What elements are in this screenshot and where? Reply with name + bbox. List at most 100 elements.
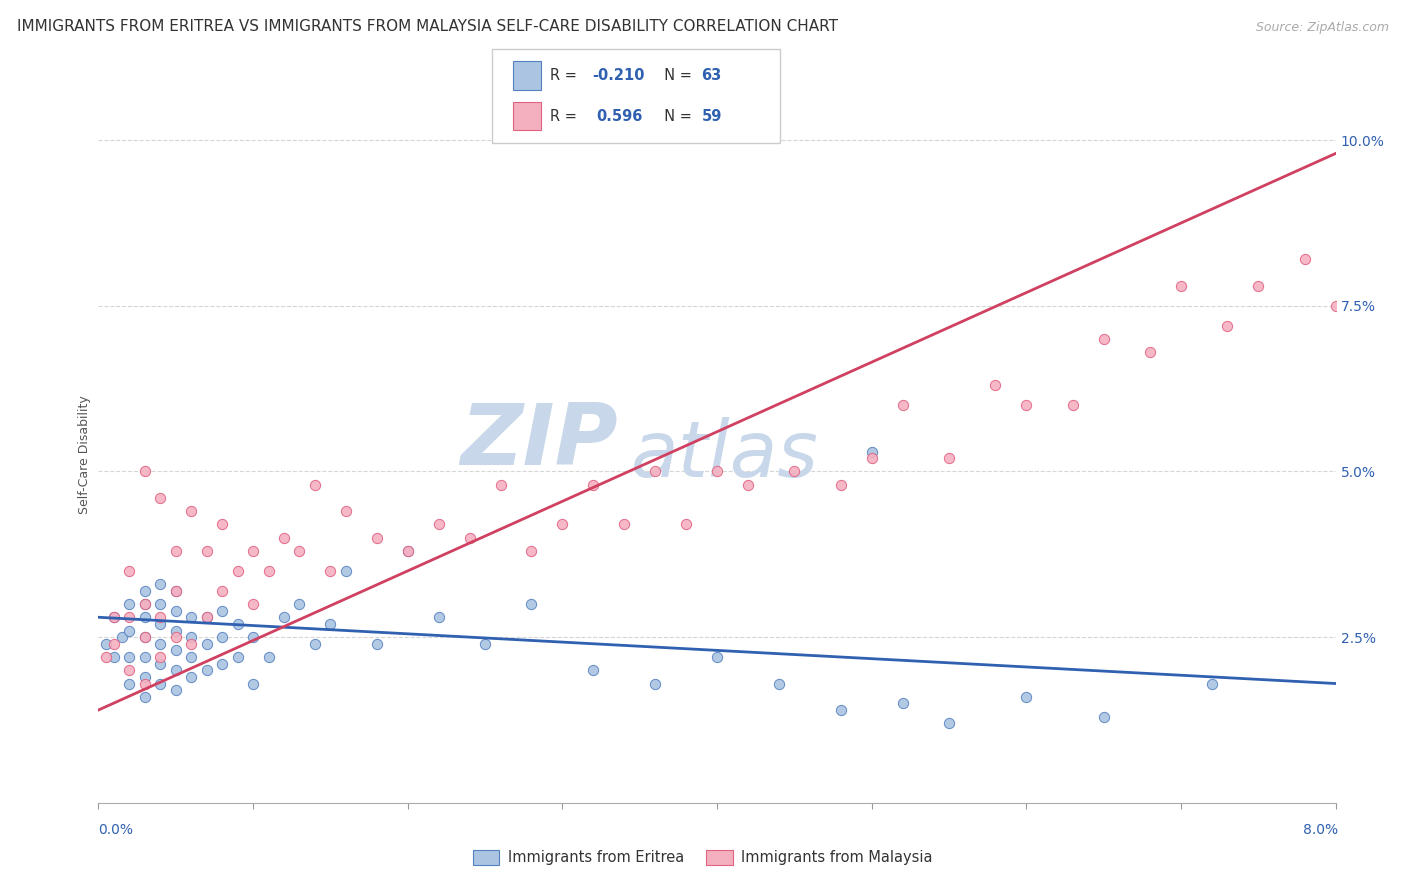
Point: [195, 544, 218, 558]
Point: [675, 517, 697, 532]
Point: [134, 630, 156, 644]
Point: [149, 650, 172, 665]
Point: [211, 517, 233, 532]
Point: [1247, 279, 1270, 293]
Point: [180, 610, 202, 624]
Point: [706, 465, 728, 479]
Point: [96, 637, 118, 651]
Point: [118, 610, 141, 624]
Point: [165, 604, 187, 618]
Point: [180, 670, 202, 684]
Point: [226, 564, 249, 578]
Text: 0.0%: 0.0%: [98, 823, 134, 837]
Point: [180, 650, 202, 665]
Point: [118, 676, 141, 690]
Point: [118, 663, 141, 677]
Point: [149, 637, 172, 651]
Point: [984, 378, 1007, 392]
Point: [103, 610, 125, 624]
Text: -0.210: -0.210: [592, 68, 644, 83]
Point: [520, 597, 543, 611]
Point: [149, 491, 172, 505]
Point: [304, 637, 326, 651]
Point: [1015, 398, 1038, 412]
Point: [242, 597, 264, 611]
Point: [211, 630, 233, 644]
Point: [613, 517, 636, 532]
Point: [165, 544, 187, 558]
Point: [134, 597, 156, 611]
Point: [118, 564, 141, 578]
Point: [257, 650, 280, 665]
Point: [1015, 690, 1038, 704]
Point: [582, 663, 605, 677]
Point: [768, 676, 790, 690]
Point: [134, 690, 156, 704]
Point: [180, 637, 202, 651]
Point: [520, 544, 543, 558]
Point: [1062, 398, 1084, 412]
Y-axis label: Self-Care Disability: Self-Care Disability: [79, 395, 91, 515]
Text: N =: N =: [655, 68, 697, 83]
Point: [134, 670, 156, 684]
Point: [134, 610, 156, 624]
Point: [737, 477, 759, 491]
Point: [1324, 299, 1347, 313]
Point: [427, 517, 450, 532]
Point: [288, 544, 311, 558]
Point: [273, 610, 295, 624]
Point: [226, 650, 249, 665]
Point: [149, 676, 172, 690]
Point: [1092, 332, 1115, 346]
Point: [288, 597, 311, 611]
Point: [149, 657, 172, 671]
Point: [489, 477, 512, 491]
Point: [111, 630, 132, 644]
Text: 63: 63: [702, 68, 721, 83]
Point: [211, 604, 233, 618]
Point: [396, 544, 419, 558]
Point: [273, 531, 295, 545]
Point: [195, 610, 218, 624]
Point: [118, 624, 141, 638]
Point: [134, 583, 156, 598]
Point: [103, 610, 125, 624]
Point: [830, 477, 852, 491]
Point: [830, 703, 852, 717]
Point: [319, 616, 342, 631]
Point: [96, 650, 118, 665]
Point: [257, 564, 280, 578]
Point: [938, 716, 960, 731]
Point: [118, 650, 141, 665]
Point: [165, 624, 187, 638]
Point: [195, 610, 218, 624]
Point: [366, 637, 388, 651]
Point: [211, 657, 233, 671]
Point: [149, 610, 172, 624]
Point: [891, 398, 914, 412]
Text: atlas: atlas: [630, 417, 818, 493]
Point: [1170, 279, 1192, 293]
Point: [242, 630, 264, 644]
Point: [1216, 318, 1239, 333]
Point: [165, 663, 187, 677]
Point: [427, 610, 450, 624]
Point: [118, 597, 141, 611]
Point: [1201, 676, 1223, 690]
Point: [644, 676, 666, 690]
Point: [165, 683, 187, 698]
Legend: Immigrants from Eritrea, Immigrants from Malaysia: Immigrants from Eritrea, Immigrants from…: [467, 844, 939, 871]
Point: [226, 616, 249, 631]
Point: [458, 531, 481, 545]
Text: N =: N =: [655, 109, 697, 124]
Point: [335, 564, 357, 578]
Text: 0.596: 0.596: [596, 109, 643, 124]
Point: [242, 544, 264, 558]
Point: [165, 583, 187, 598]
Point: [103, 637, 125, 651]
Point: [938, 451, 960, 466]
Point: [242, 676, 264, 690]
Point: [134, 465, 156, 479]
Point: [706, 650, 728, 665]
Point: [860, 444, 883, 458]
